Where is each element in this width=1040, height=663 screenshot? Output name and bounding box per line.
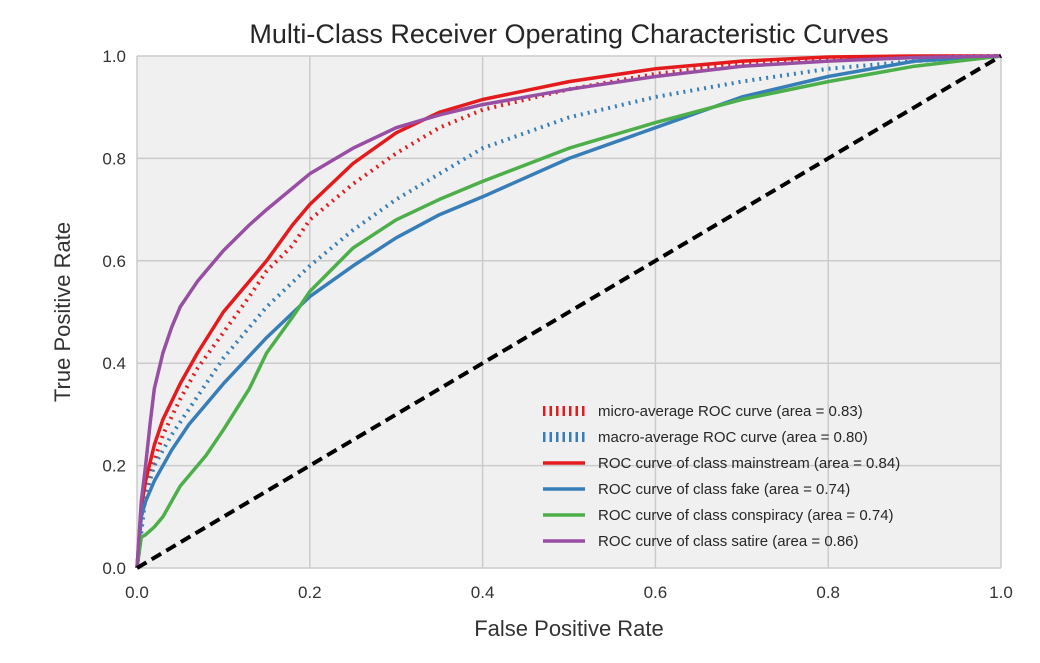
legend-label-5: ROC curve of class satire (area = 0.86) xyxy=(598,533,859,550)
series-line-5 xyxy=(135,54,1002,569)
legend-label-1: macro-average ROC curve (area = 0.80) xyxy=(598,429,868,446)
x-tick-label: 0.6 xyxy=(644,583,668,602)
chart-title: Multi-Class Receiver Operating Character… xyxy=(249,19,888,49)
x-tick-label: 0.8 xyxy=(816,583,840,602)
legend-label-0: micro-average ROC curve (area = 0.83) xyxy=(598,403,863,420)
legend-label-4: ROC curve of class conspiracy (area = 0.… xyxy=(598,507,894,524)
series-line-4 xyxy=(135,54,1002,569)
x-tick-label: 0.4 xyxy=(471,583,495,602)
y-tick-label: 0.6 xyxy=(102,252,126,271)
x-tick-label: 0.2 xyxy=(298,583,322,602)
y-tick-label: 0.4 xyxy=(102,354,126,373)
legend-label-2: ROC curve of class mainstream (area = 0.… xyxy=(598,455,900,472)
tick-labels: 0.0 0.2 0.4 0.6 0.8 1.0 0.0 0.2 0.4 0.6 0.8 1.0 xyxy=(102,47,1012,602)
series-line-6 xyxy=(135,54,1003,570)
legend: micro-average ROC curve (area = 0.83) mac… xyxy=(543,403,900,550)
series-line-2 xyxy=(135,54,1001,569)
legend-label-3: ROC curve of class fake (area = 0.74) xyxy=(598,481,850,498)
y-tick-label: 0.2 xyxy=(102,457,126,476)
x-axis-label: False Positive Rate xyxy=(474,616,664,641)
x-tick-label: 1.0 xyxy=(989,583,1013,602)
y-axis-label: True Positive Rate xyxy=(50,222,75,402)
x-tick-label: 0.0 xyxy=(125,583,149,602)
y-tick-label: 0.8 xyxy=(102,149,126,168)
y-tick-label: 1.0 xyxy=(102,47,126,66)
series-line-1 xyxy=(135,54,1002,569)
y-tick-label: 0.0 xyxy=(102,559,126,578)
series-group xyxy=(135,54,1003,570)
